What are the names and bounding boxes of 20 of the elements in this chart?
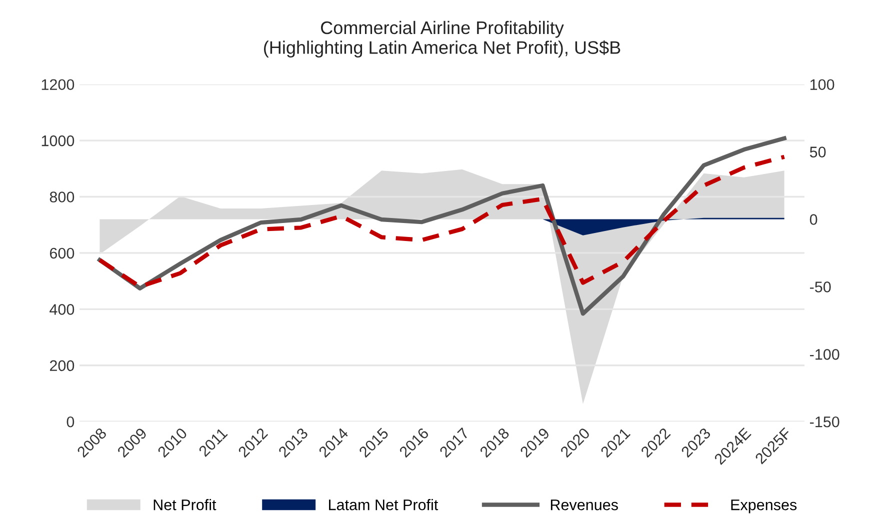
line-series	[98, 136, 786, 316]
y-tick-label: 400	[50, 304, 74, 315]
y2-tick-label: 50	[810, 146, 826, 158]
y-tick-label: 1200	[42, 79, 74, 90]
y-tick-label: 600	[50, 248, 74, 259]
y-tick-label: 1000	[42, 135, 74, 146]
line-series	[98, 154, 786, 289]
y2-tick-label: -100	[810, 349, 840, 360]
legend-label: Net Profit	[154, 499, 216, 510]
y-tick-label: 0	[66, 416, 74, 428]
legend-label: Revenues	[550, 500, 618, 510]
y-tick-label: 200	[50, 360, 74, 372]
y2-tick-label: 100	[810, 79, 834, 90]
y-tick-label: 800	[50, 192, 74, 202]
chart-title: Commercial Airline Profitability (Highlighting Latin America Net Profit), US$B	[264, 20, 620, 58]
y2-tick-label: -150	[810, 416, 840, 428]
legend-label: Expenses	[731, 500, 797, 514]
y2-tick-label: -50	[810, 282, 831, 292]
y2-tick-label: 0	[810, 214, 818, 225]
legend-label: Latam Net Profit	[329, 499, 438, 510]
